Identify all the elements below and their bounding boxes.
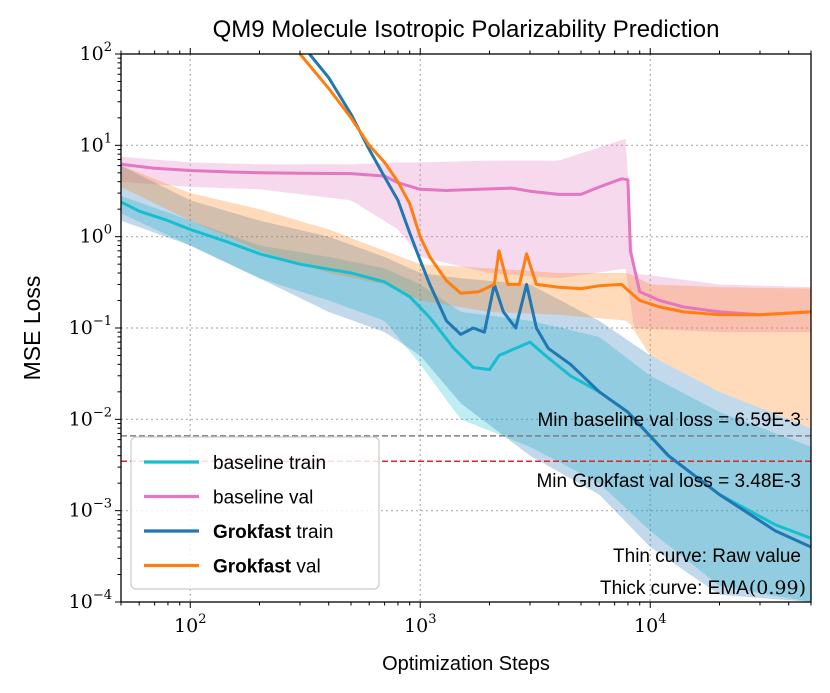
x-axis-label: Optimization Steps xyxy=(382,653,550,675)
ema-curve-1 xyxy=(121,162,811,317)
y-tick-base-5: 10 xyxy=(69,500,93,522)
y-tick-label-2: 100 xyxy=(80,223,112,248)
y-tick-label-1: 101 xyxy=(80,131,112,156)
y-tick-exp-2: 0 xyxy=(104,223,112,238)
y-tick-label-3: 10−1 xyxy=(69,314,112,339)
raw-band-2 xyxy=(121,165,811,602)
legend: baseline train baseline val Grokfast train… xyxy=(130,436,380,590)
y-tick-base-6: 10 xyxy=(69,591,93,613)
y-tick-base-1: 10 xyxy=(80,134,104,156)
y-tick-label-5: 10−3 xyxy=(69,497,112,522)
x-tick-exp-0: 2 xyxy=(198,612,206,627)
thick-curve-math: (0.99) xyxy=(749,577,806,599)
thick-curve-note: Thick curve: EMA(0.99) xyxy=(600,577,806,599)
y-tick-exp-5: −3 xyxy=(93,497,112,512)
chart-title: QM9 Molecule Isotropic Polarizability Pr… xyxy=(213,16,720,43)
y-tick-exp-3: −1 xyxy=(93,314,112,329)
thin-curve-note: Thin curve: Raw value xyxy=(613,546,801,567)
reference-lines xyxy=(121,435,811,462)
x-tick-exp-2: 4 xyxy=(658,612,666,627)
x-tick-base-2: 10 xyxy=(634,615,658,637)
min-grokfast-label: Min Grokfast val loss = 3.48E-3 xyxy=(536,471,801,492)
legend-text-0: baseline train xyxy=(213,453,326,474)
y-tick-exp-1: 1 xyxy=(104,131,112,146)
y-tick-base-0: 10 xyxy=(80,43,104,65)
y-axis-label: MSE Loss xyxy=(19,276,45,381)
legend-box xyxy=(130,436,380,590)
x-tick-exp-1: 3 xyxy=(428,612,436,627)
legend-text-1: baseline val xyxy=(213,488,313,509)
legend-label-2: Grokfast train xyxy=(213,522,333,543)
legend-bold-2: Grokfast xyxy=(213,522,292,543)
raw-band-3 xyxy=(121,165,811,429)
ema-curve-3 xyxy=(298,54,811,317)
y-tick-exp-6: −4 xyxy=(93,588,112,603)
ema-curves xyxy=(121,54,811,549)
legend-text-2: train xyxy=(291,522,333,543)
y-tick-label-4: 10−2 xyxy=(69,405,112,430)
x-tick-base-1: 10 xyxy=(404,615,428,637)
legend-text-3: val xyxy=(291,557,321,578)
annotations: Min baseline val loss = 6.59E-3 Min Grokf… xyxy=(536,410,806,599)
x-tick-label-2: 104 xyxy=(634,612,666,637)
y-tick-exp-0: 2 xyxy=(104,40,112,55)
y-tick-exp-4: −2 xyxy=(93,405,112,420)
x-tick-base-0: 10 xyxy=(174,615,198,637)
legend-label-0: baseline train xyxy=(213,453,326,474)
y-tick-base-4: 10 xyxy=(69,408,93,430)
legend-label-1: baseline val xyxy=(213,488,313,509)
legend-label-3: Grokfast val xyxy=(213,557,321,578)
raw-band-0 xyxy=(121,195,811,602)
x-tick-label-0: 102 xyxy=(174,612,206,637)
thick-curve-prefix: Thick curve: EMA xyxy=(600,578,749,599)
min-baseline-label: Min baseline val loss = 6.59E-3 xyxy=(537,410,801,431)
legend-bold-3: Grokfast xyxy=(213,557,292,578)
y-tick-base-3: 10 xyxy=(69,317,93,339)
y-tick-label-6: 10−4 xyxy=(69,588,112,613)
y-tick-label-0: 102 xyxy=(80,40,112,65)
x-tick-label-1: 103 xyxy=(404,612,436,637)
ema-curve-2 xyxy=(308,54,811,549)
y-tick-base-2: 10 xyxy=(80,226,104,248)
